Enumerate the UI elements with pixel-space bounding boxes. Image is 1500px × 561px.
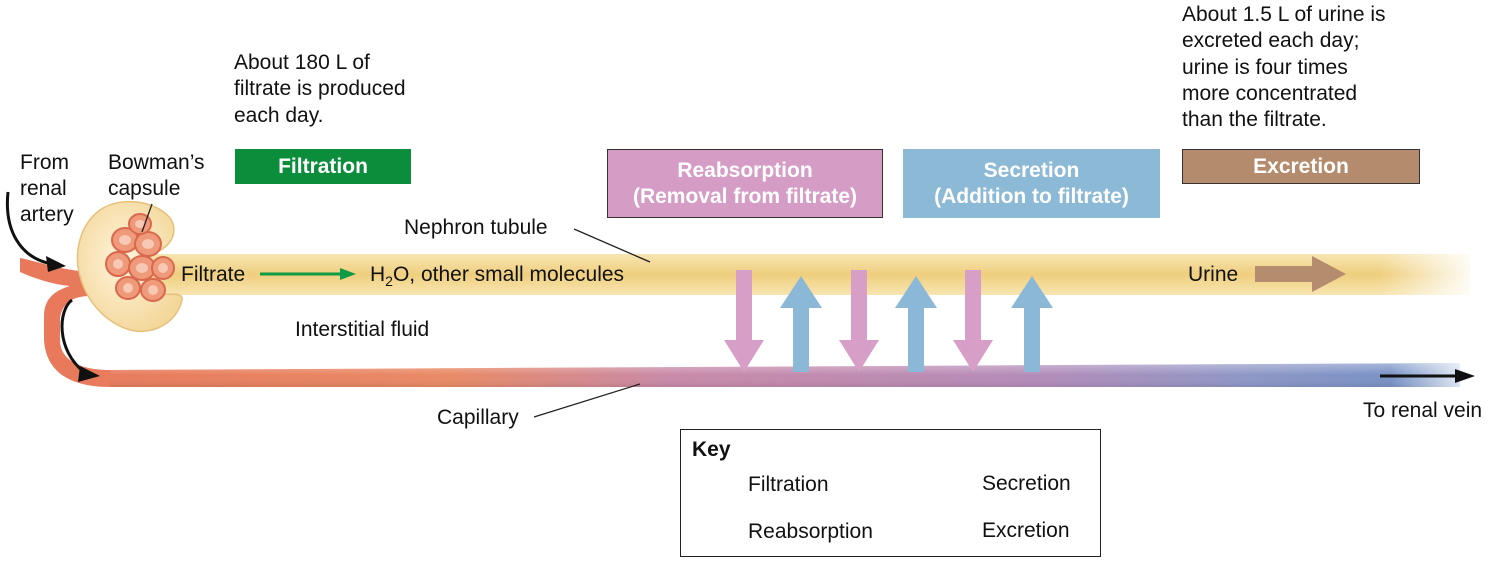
filtration-stage-label: Filtration <box>278 154 368 178</box>
label-line: From <box>20 151 69 174</box>
reabsorption-arrow <box>953 270 993 372</box>
secretion-arrow <box>780 276 822 372</box>
note-line: excreted each day; <box>1182 29 1360 52</box>
key-secretion-label: Secretion <box>982 472 1071 495</box>
note-line: each day. <box>234 104 324 127</box>
nephron-tubule <box>150 250 1480 300</box>
label-line: artery <box>20 203 74 226</box>
key-filtration-label: Filtration <box>748 473 829 496</box>
renal-vein-arrowhead <box>1455 369 1475 383</box>
excretion-stage-box: Excretion <box>1182 149 1420 184</box>
label-line: renal <box>20 177 67 200</box>
note-line: more concentrated <box>1182 82 1358 105</box>
capillary-flow-arrowhead <box>78 366 100 382</box>
blood-flow-arrows <box>5 191 1455 378</box>
small-molecules-label: H2O, other small molecules <box>370 262 624 294</box>
secretion-stage-sublabel: (Addition to filtrate) <box>934 184 1129 208</box>
renal-vein-label: To renal vein <box>1363 399 1483 422</box>
note-line: urine is four times <box>1182 56 1348 79</box>
filtration-stage-box: Filtration <box>235 149 411 184</box>
leader-lines <box>141 203 651 418</box>
key-reabsorption-label: Reabsorption <box>748 520 873 543</box>
note-line: About 180 L of <box>234 51 370 74</box>
h2o-rest: O, other small molecules <box>392 263 625 286</box>
secretion-arrows <box>780 276 1053 372</box>
note-line: filtrate is produced <box>234 77 406 100</box>
filtrate-label: Filtrate <box>181 263 246 286</box>
interstitial-fluid-label: Interstitial fluid <box>295 318 430 341</box>
reabsorption-stage-label: Reabsorption <box>677 158 813 182</box>
reabsorption-arrows <box>724 270 993 372</box>
label-line: Bowman’s <box>108 151 205 174</box>
reabsorption-stage-box: Reabsorption (Removal from filtrate) <box>607 149 883 218</box>
secretion-stage-box: Secretion (Addition to filtrate) <box>903 149 1160 218</box>
secretion-stage-label: Secretion <box>983 158 1080 182</box>
key-legend <box>680 429 1101 557</box>
secretion-arrow <box>895 276 937 372</box>
h2o-subscript: 2 <box>385 273 393 290</box>
note-line: About 1.5 L of urine is <box>1182 3 1386 26</box>
label-line: capsule <box>108 177 181 200</box>
key-excretion-label: Excretion <box>982 519 1070 542</box>
capillary-label: Capillary <box>437 406 519 429</box>
reabsorption-arrow <box>839 270 879 372</box>
excretion-stage-label: Excretion <box>1253 154 1349 178</box>
filtration-arrow <box>260 268 356 280</box>
secretion-arrow <box>1011 276 1053 372</box>
capillary <box>20 258 1480 392</box>
nephron-tubule-label: Nephron tubule <box>404 216 548 239</box>
h2o-h: H <box>370 263 386 286</box>
reabsorption-stage-sublabel: (Removal from filtrate) <box>632 184 858 208</box>
key-title: Key <box>692 438 731 461</box>
reabsorption-arrow <box>724 270 764 372</box>
note-line: than the filtrate. <box>1182 108 1327 131</box>
urine-excretion-arrow <box>1255 256 1346 292</box>
artery-in-arrowhead <box>46 256 66 272</box>
urine-label: Urine <box>1188 263 1239 286</box>
